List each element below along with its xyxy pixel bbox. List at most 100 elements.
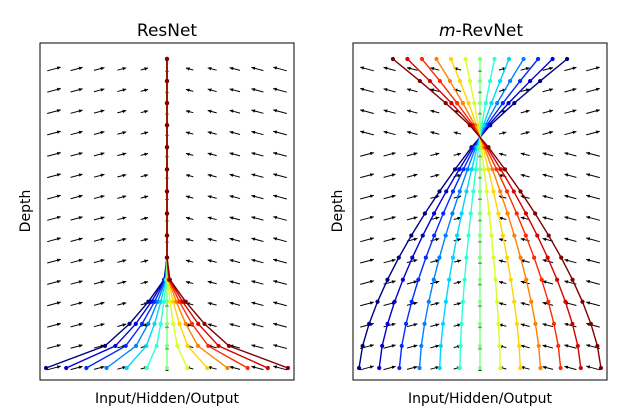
vector-arrow [117,88,127,93]
vector-arrow [564,130,577,136]
vector-arrow [273,87,287,93]
arrow-head [542,365,547,370]
arrow-head [435,301,440,306]
vector-arrow [360,66,374,72]
vector-arrow [360,301,374,307]
arrow-head [525,131,530,135]
trajectory-point [477,233,483,238]
vector-arrow [453,302,462,306]
trajectory-point [535,233,540,238]
vector-arrow [117,301,127,306]
trajectory-point [127,321,132,326]
resnet-title: ResNet [137,21,198,41]
trajectory-point [546,233,551,238]
vector-arrow [47,151,61,157]
arrow-head [185,195,190,199]
arrow-head [413,259,418,263]
trajectory-point [575,343,580,349]
vector-arrow [93,194,105,200]
arrow-head [564,173,569,177]
trajectory-point [521,56,526,62]
trajectory-point [216,343,221,349]
vector-arrow [47,237,61,243]
vector-arrow [430,344,440,349]
arrow-head [207,259,212,263]
trajectory-point [556,343,561,349]
trajectory-point [518,365,523,371]
arrow-head [457,238,462,242]
arrow-head [525,67,530,71]
arrow-head [369,151,374,156]
arrow-head [542,152,547,156]
arrow-head [542,194,547,199]
trajectory-point [462,277,467,282]
vector-arrow [273,109,287,115]
trajectory-point [564,56,570,62]
arrow-head [251,66,256,71]
vector-arrow [185,109,194,114]
vector-arrow [542,280,554,285]
vector-arrow [273,151,287,157]
trajectory-point [558,365,563,371]
vector-arrow [229,280,241,285]
arrow-head [435,237,440,242]
vector-arrow [251,173,264,178]
mrevnet-title: m-RevNet [439,21,523,41]
arrow-head [273,280,278,284]
trajectory-point [171,299,176,304]
vector-arrow [383,109,396,114]
arrow-head [207,323,212,327]
arrow-head [273,365,278,369]
vector-arrow [47,109,61,115]
trajectory-point [539,277,544,282]
arrow-head [185,238,190,242]
arrow-head [122,173,127,178]
vector-arrow [70,322,83,328]
arrow-head [100,66,105,71]
arrow-head [251,109,256,113]
vector-arrow [520,323,530,327]
arrow-head [406,130,411,135]
vector-arrow [273,130,287,136]
arrow-head [273,151,278,156]
trajectory-point [473,167,478,172]
trajectory-point [164,145,170,150]
arrow-head [122,152,127,156]
vector-arrow [229,88,241,93]
trajectory-point [466,233,471,238]
trajectory-point [144,343,149,349]
trajectory-point [477,211,483,216]
trajectory-point [144,365,149,371]
trajectory-point [452,167,458,172]
vector-arrow [273,258,287,264]
arrow-head [56,87,61,92]
arrow-head [391,237,396,241]
arrow-head [144,131,149,135]
arrow-head [229,152,234,156]
vector-arrow [251,109,264,114]
arrow-head [520,173,525,178]
arrow-head [391,280,396,284]
vector-arrow [498,259,507,263]
arrow-head [453,131,458,135]
arrow-head [564,216,569,220]
vector-arrow [498,238,507,242]
trajectory-point [422,321,427,326]
arrow-head [251,173,256,177]
arrow-head [100,88,105,92]
arrow-head [586,301,591,305]
arrow-head [229,130,234,135]
trajectory-point [177,299,182,304]
arrow-head [185,174,190,178]
vector-arrow [229,173,241,178]
vector-arrow [140,109,149,114]
arrow-head [572,87,577,92]
trajectory-point [504,189,510,194]
trajectory-line [166,59,269,369]
arrow-head [144,280,149,285]
trajectory-point [458,343,463,349]
trajectory-point [420,233,425,238]
vector-arrow [542,259,554,264]
trajectory-point [563,299,568,304]
vector-arrow [251,322,264,328]
